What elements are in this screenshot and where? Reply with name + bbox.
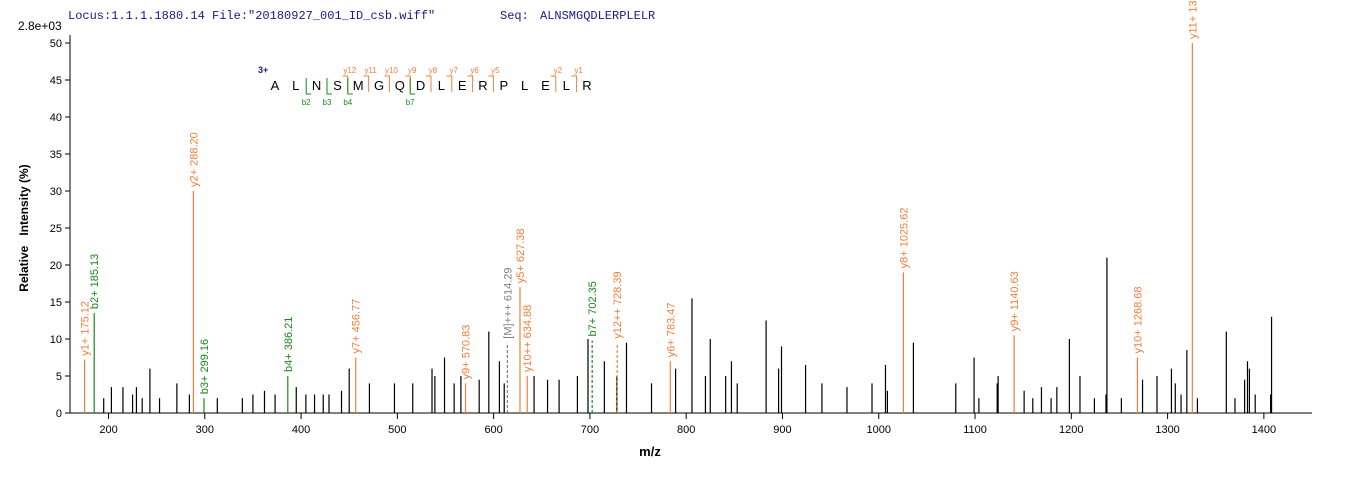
residue: L — [292, 78, 299, 93]
residue: G — [374, 78, 384, 93]
y-fragment: y8 — [429, 66, 438, 75]
y-axis-label: Relative Intensity (%) — [17, 164, 31, 291]
y-tick-label: 25 — [50, 223, 62, 235]
x-tick-label: 400 — [292, 424, 310, 436]
b-fragment: b7 — [406, 98, 415, 107]
x-tick-label: 200 — [99, 424, 117, 436]
residue: L — [521, 78, 528, 93]
residue: Q — [395, 78, 405, 93]
residue: E — [458, 78, 467, 93]
y-tick-label: 35 — [50, 149, 62, 161]
y-break — [467, 75, 474, 92]
peak-label: y9+ 1140.63 — [1009, 271, 1021, 331]
y-break — [384, 75, 390, 92]
peak-label: y10++ 634.88 — [522, 305, 534, 372]
peak-label: y9+ 570.83 — [461, 325, 473, 380]
residue: E — [541, 78, 550, 93]
x-tick-label: 900 — [773, 424, 791, 436]
peak-label: y12++ 728.39 — [612, 271, 624, 338]
y-tick-label: 15 — [50, 297, 62, 309]
x-tick-label: 1400 — [1252, 424, 1276, 436]
peak-label: y10+ 1268.68 — [1132, 287, 1144, 354]
b-fragment: b2 — [302, 98, 311, 107]
residue: A — [271, 78, 280, 93]
peak-label: [M]+++ 614.29 — [502, 267, 514, 338]
x-tick-label: 1200 — [1059, 424, 1083, 436]
sequence: ALNSMGQDLERPLELR — [540, 9, 655, 23]
x-tick-label: 1300 — [1155, 424, 1179, 436]
seq-label: Seq: — [500, 9, 529, 23]
residue: P — [499, 78, 508, 93]
x-tick-label: 700 — [581, 424, 599, 436]
peak-label: y8+ 1025.62 — [898, 208, 910, 269]
y-fragment: y9 — [408, 66, 417, 75]
y-break — [571, 75, 578, 92]
y-tick-label: 45 — [50, 75, 62, 87]
y-break — [405, 75, 411, 92]
y-tick-label: 0 — [56, 408, 62, 420]
y-tick-label: 20 — [50, 260, 62, 272]
x-tick-label: 800 — [677, 424, 695, 436]
peak-label: y6+ 783.47 — [665, 302, 677, 357]
residue: S — [333, 78, 342, 93]
peak-label: y2+ 288.20 — [188, 132, 200, 187]
y-break — [488, 75, 494, 92]
y-tick-label: 50 — [50, 38, 62, 50]
y-fragment: y11 — [364, 66, 377, 75]
x-tick-label: 500 — [388, 424, 406, 436]
y-break — [550, 75, 557, 92]
y-fragment: y5 — [491, 66, 500, 75]
peak-label: y1+ 175.12 — [80, 301, 92, 356]
residue: R — [478, 78, 487, 93]
y-fragment: y7 — [450, 66, 459, 75]
residue: D — [416, 78, 425, 93]
y-tick-label: 40 — [50, 112, 62, 124]
header: Locus:1.1.1.1880.14 File:"20180927_001_I… — [68, 9, 435, 23]
y-break — [342, 75, 349, 92]
b-break — [409, 78, 416, 95]
scale-label: 2.8e+03 — [18, 19, 62, 33]
peak-label: y5+ 627.38 — [515, 228, 527, 283]
peak-label: b3+ 299.16 — [199, 339, 211, 394]
y-fragment: y1 — [574, 66, 583, 75]
b-break — [326, 78, 332, 95]
y-fragment: y12 — [343, 66, 356, 75]
b-break — [347, 78, 353, 95]
y-fragment: y10 — [385, 66, 398, 75]
b-fragment: b3 — [323, 98, 332, 107]
residue: L — [563, 78, 570, 93]
y-tick-label: 5 — [56, 371, 62, 383]
residue: L — [438, 78, 445, 93]
y-break — [363, 75, 370, 92]
residue: R — [582, 78, 591, 93]
x-axis-label: m/z — [639, 444, 661, 459]
y-break — [426, 75, 432, 92]
y-fragment: y6 — [470, 66, 479, 75]
x-tick-label: 1100 — [963, 424, 987, 436]
y-fragment: y2 — [554, 66, 563, 75]
charge-label: 3+ — [258, 65, 268, 75]
peak-label: y7+ 456.77 — [351, 299, 363, 354]
peak-label: y11+ 1325.72 — [1187, 0, 1199, 39]
b-fragment: b4 — [343, 98, 352, 107]
peak-label: b4+ 386.21 — [283, 317, 295, 372]
y-tick-label: 10 — [50, 334, 62, 346]
x-tick-label: 600 — [484, 424, 502, 436]
x-tick-label: 1000 — [867, 424, 891, 436]
residue: M — [353, 78, 364, 93]
residue: N — [312, 78, 321, 93]
b-break — [305, 78, 312, 95]
peak-label: b7+ 702.35 — [587, 281, 599, 336]
y-tick-label: 30 — [50, 186, 62, 198]
peak-label: b2+ 185.13 — [89, 254, 101, 309]
y-break — [446, 75, 453, 92]
x-tick-label: 300 — [196, 424, 214, 436]
